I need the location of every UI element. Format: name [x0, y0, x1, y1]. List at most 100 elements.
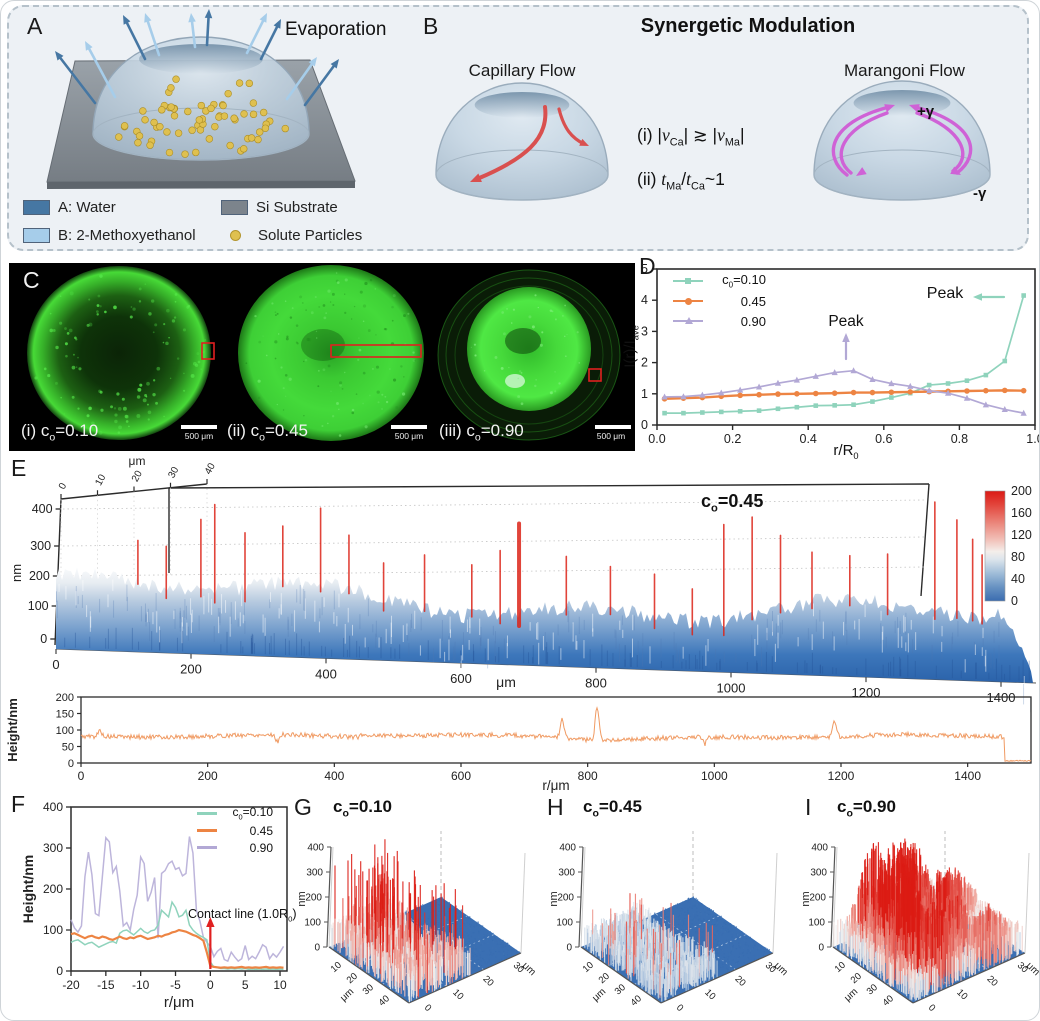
svg-text:1: 1 [641, 387, 648, 401]
svg-text:400: 400 [315, 666, 337, 681]
svg-text:0: 0 [674, 1002, 685, 1014]
svg-text:r/μm: r/μm [542, 778, 569, 793]
legend-item-c010: c0=0.10 [673, 271, 766, 291]
svg-text:r/μm: r/μm [164, 994, 194, 1011]
image-1-caption: (i) co=0.10 [21, 421, 99, 444]
svg-text:0.6: 0.6 [875, 432, 892, 446]
panel-g-label: G [294, 794, 312, 820]
gamma-minus-label: -γ [973, 185, 987, 202]
panel-d-label: D [639, 253, 656, 279]
svg-text:100: 100 [56, 725, 74, 737]
panel-c-images [9, 263, 635, 451]
legend-label: Solute Particles [258, 226, 363, 244]
legend-item-water: A: Water [23, 195, 221, 219]
legend-label: c0=0.10 [722, 272, 766, 290]
svg-text:200: 200 [198, 769, 218, 783]
svg-text:200: 200 [305, 893, 322, 904]
particle-swatch [230, 229, 241, 241]
svg-text:100: 100 [43, 923, 63, 937]
svg-text:20: 20 [481, 974, 496, 989]
schematic-graphics [46, 9, 991, 201]
legend-item-solute-particles: Solute Particles [221, 223, 411, 247]
svg-text:0: 0 [422, 1002, 433, 1014]
svg-text:400: 400 [307, 843, 324, 854]
svg-text:1.0: 1.0 [1026, 432, 1040, 446]
panel-d-chart: 0 1 2 3 4 5 0.0 0.2 0.4 0.6 0.8 1.0 [641, 262, 1040, 446]
svg-text:0: 0 [641, 418, 648, 432]
svg-text:20: 20 [597, 971, 612, 986]
svg-text:200: 200 [29, 569, 50, 583]
panel-a-legend: A: Water B: 2-Methoxyethanol Si Substrat… [23, 195, 411, 247]
purple-line-swatch [197, 846, 217, 849]
svg-text:4: 4 [641, 293, 648, 307]
svg-text:μm: μm [129, 454, 146, 468]
legend-item-c090: 0.90 [673, 311, 766, 331]
svg-text:200: 200 [43, 882, 63, 896]
svg-text:0: 0 [207, 978, 214, 992]
orange-line-swatch [197, 829, 217, 832]
image-3-caption: (iii) co=0.90 [439, 421, 524, 444]
svg-text:20: 20 [130, 469, 145, 484]
triangle-marker-icon [685, 317, 693, 325]
svg-text:-10: -10 [132, 978, 150, 992]
panel-d-ylabel: I(r)/Iave [621, 325, 641, 368]
svg-text:400: 400 [43, 800, 63, 814]
svg-text:200: 200 [56, 692, 74, 704]
condition-2: (ii) tMa/tCa~1 [637, 169, 725, 193]
panel-f-label: F [11, 791, 26, 817]
contact-line-annotation: Contact line (1.0R0) [188, 907, 297, 924]
svg-text:0: 0 [52, 657, 59, 672]
svg-text:400: 400 [324, 769, 344, 783]
legend-label: 0.45 [740, 293, 766, 309]
svg-text:Height/nm: Height/nm [20, 855, 36, 923]
svg-text:2: 2 [641, 356, 648, 370]
marangoni-flow-label: Marangoni Flow [844, 61, 965, 80]
svg-text:300: 300 [43, 841, 63, 855]
svg-text:100: 100 [556, 918, 573, 929]
image-2-caption: (ii) co=0.45 [227, 421, 308, 444]
svg-text:1400: 1400 [954, 769, 981, 783]
svg-text:0.8: 0.8 [951, 432, 968, 446]
svg-text:0: 0 [57, 481, 70, 491]
svg-text:0.4: 0.4 [800, 432, 817, 446]
svg-text:10: 10 [702, 987, 717, 1002]
svg-text:μm: μm [496, 674, 516, 690]
svg-text:0: 0 [78, 769, 85, 783]
svg-text:200: 200 [180, 662, 202, 677]
svg-text:Height/nm: Height/nm [5, 698, 20, 762]
legend-item-si-substrate: Si Substrate [221, 195, 411, 219]
svg-text:150: 150 [56, 709, 74, 721]
legend-label: B: 2-Methoxyethanol [58, 226, 196, 244]
svg-text:-20: -20 [62, 978, 80, 992]
panel-a-label: A [27, 13, 43, 39]
svg-text:400: 400 [32, 502, 53, 516]
teal-line-swatch [197, 812, 217, 815]
svg-text:10: 10 [329, 960, 344, 975]
legend-item-c010: c0=0.10 [197, 805, 273, 822]
svg-text:0.2: 0.2 [724, 432, 741, 446]
legend-item-methoxyethanol: B: 2-Methoxyethanol [23, 223, 221, 247]
svg-text:40: 40 [1011, 572, 1025, 586]
teal-line-swatch [673, 277, 703, 284]
svg-text:10: 10 [450, 987, 465, 1002]
legend-label: A: Water [58, 198, 116, 216]
panel-e-profile-chart: 0 50 100 150 200 0 200 400 600 800 1000 1200 1400 Hei… [5, 692, 1032, 793]
svg-text:30: 30 [166, 465, 181, 480]
legend-label: c0=0.10 [232, 805, 273, 822]
svg-text:1000: 1000 [701, 769, 728, 783]
panel-i-label: I [805, 794, 812, 820]
panel-h-label: H [547, 794, 564, 820]
svg-text:200: 200 [1011, 484, 1032, 498]
gamma-plus-label: +γ [917, 103, 935, 120]
svg-text:80: 80 [1011, 550, 1025, 564]
svg-text:800: 800 [578, 769, 598, 783]
svg-text:40: 40 [377, 993, 392, 1008]
legend-label: Si Substrate [256, 198, 338, 216]
methoxyethanol-swatch [23, 227, 50, 243]
panel-h-title: co=0.45 [583, 797, 642, 820]
svg-text:20: 20 [345, 971, 360, 986]
svg-text:40: 40 [629, 993, 644, 1008]
panel-f-chart: 0 100 200 300 400 -20 -15 -10 -5 0 5 10 Height/nm r/μ… [20, 800, 288, 1011]
